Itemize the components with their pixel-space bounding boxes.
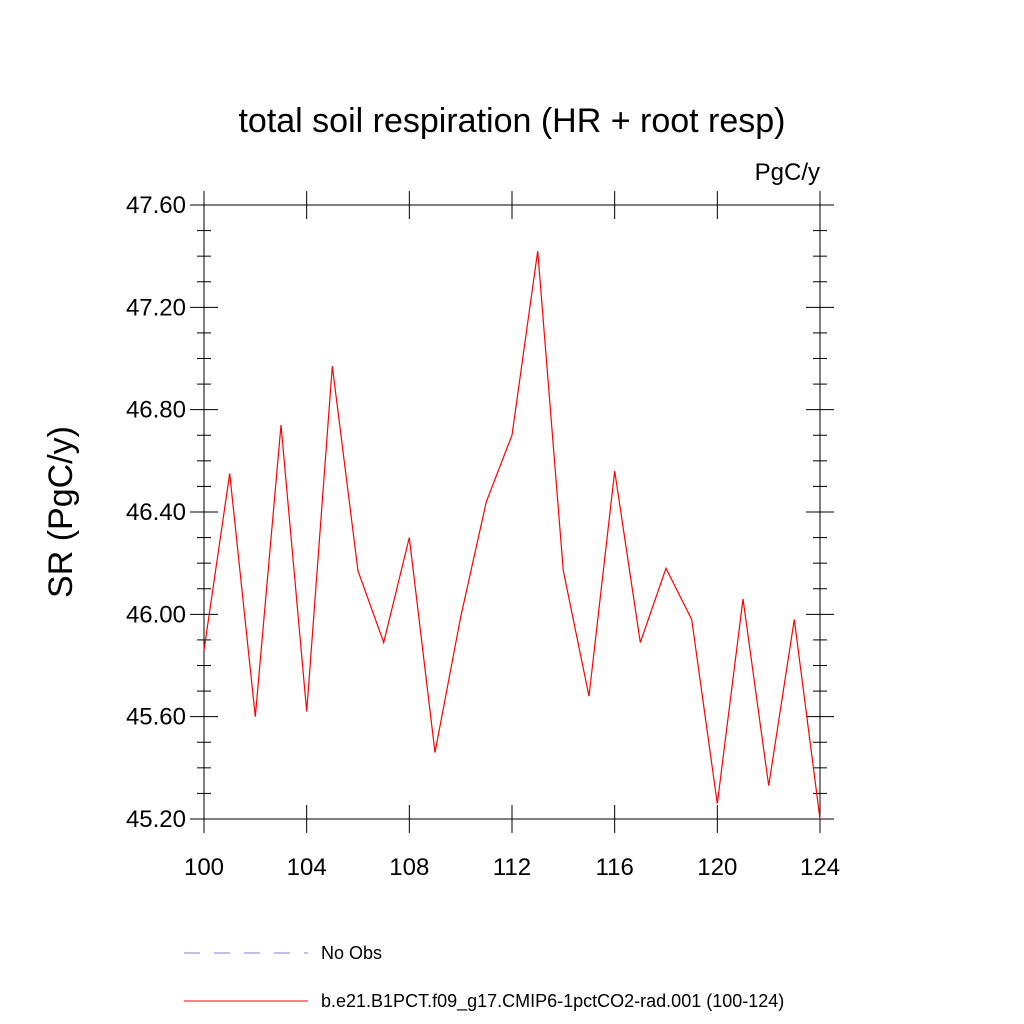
x-tick-label: 112	[493, 854, 531, 881]
legend: No Obs b.e21.B1PCT.f09_g17.CMIP6-1pctCO2-…	[184, 943, 784, 1012]
y-tick-label: 45.60	[126, 704, 186, 731]
series-line	[203, 250, 821, 820]
x-tick-label: 124	[800, 854, 840, 881]
y-tick-label: 47.60	[126, 192, 186, 219]
x-tick-label: 100	[184, 854, 224, 881]
x-tick-label: 108	[389, 854, 429, 881]
axis-ticks	[190, 191, 834, 833]
legend-label: b.e21.B1PCT.f09_g17.CMIP6-1pctCO2-rad.00…	[321, 991, 784, 1012]
axis-tick-labels: 45.20 45.60 46.00 46.40 46.80 47.20 47.60 100 10…	[126, 192, 840, 881]
units-label: PgC/y	[755, 159, 820, 186]
x-tick-label: 116	[596, 854, 634, 881]
plot-frame	[203, 204, 821, 820]
y-tick-label: 46.00	[126, 601, 186, 628]
x-tick-label: 104	[287, 854, 327, 881]
chart-title: total soil respiration (HR + root resp)	[238, 102, 785, 140]
y-axis-label: SR (PgC/y)	[42, 426, 80, 598]
y-tick-label: 46.80	[126, 397, 186, 424]
legend-label: No Obs	[321, 943, 382, 963]
y-tick-label: 45.20	[126, 806, 186, 833]
y-tick-label: 47.20	[126, 294, 186, 321]
series-layer	[203, 250, 821, 820]
y-tick-label: 46.40	[126, 499, 186, 526]
x-tick-label: 120	[697, 854, 737, 881]
